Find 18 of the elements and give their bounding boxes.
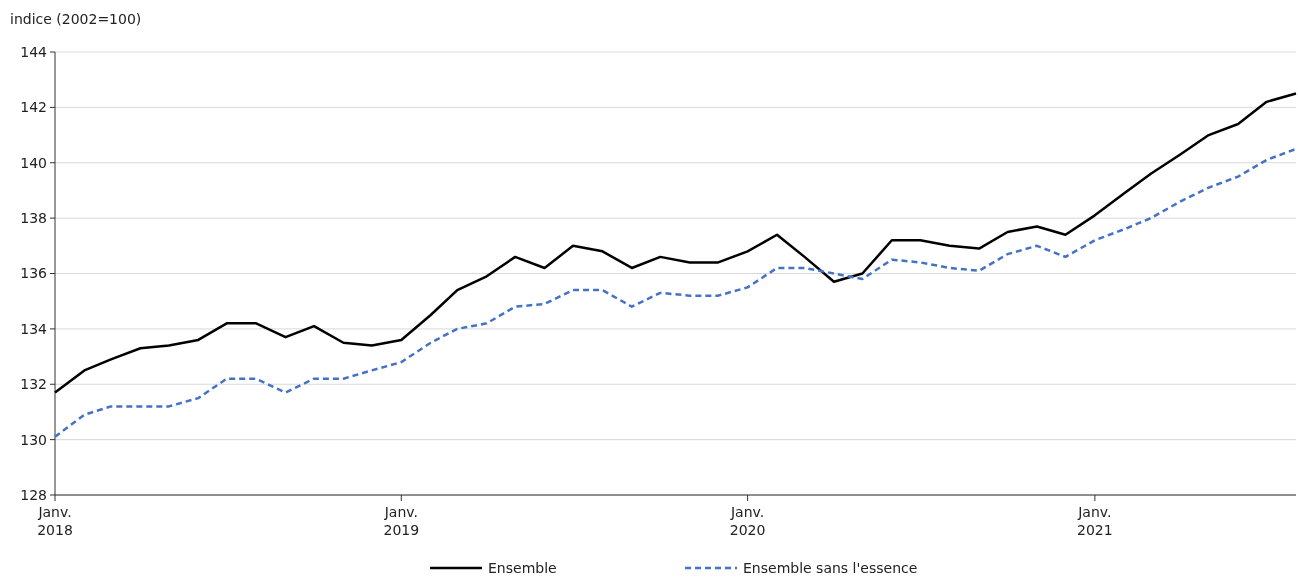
legend-label: Ensemble sans l'essence xyxy=(743,560,918,576)
x-tick-label: Janv. 2020 xyxy=(729,504,766,538)
x-tick-label: Janv. 2019 xyxy=(383,504,420,538)
x-tick-label: Janv. 2021 xyxy=(1077,504,1113,538)
y-tick-label: 138 xyxy=(20,210,47,227)
y-tick-label: 142 xyxy=(20,99,47,116)
y-tick-label: 144 xyxy=(20,43,48,60)
y-tick-label: 130 xyxy=(20,431,47,448)
y-tick-label: 140 xyxy=(20,154,47,171)
line-series xyxy=(53,92,1298,394)
x-tick-label: Janv. 2018 xyxy=(37,504,73,538)
y-tick-label: 128 xyxy=(20,486,47,503)
line-series xyxy=(53,147,1298,439)
y-tick-label: 136 xyxy=(20,265,48,282)
y-tick-label: 132 xyxy=(20,376,47,393)
y-axis-title: indice (2002=100) xyxy=(10,11,142,27)
legend-label: Ensemble xyxy=(488,560,557,576)
y-tick-label: 134 xyxy=(20,320,48,337)
